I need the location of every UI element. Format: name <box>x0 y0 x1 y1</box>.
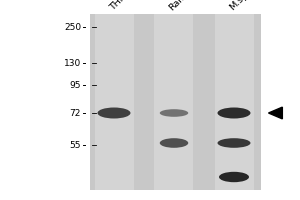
Ellipse shape <box>160 109 188 117</box>
Ellipse shape <box>218 108 250 118</box>
Text: Ramos: Ramos <box>168 0 197 12</box>
Polygon shape <box>268 107 282 119</box>
Ellipse shape <box>98 108 130 118</box>
Ellipse shape <box>160 138 188 148</box>
Text: 72: 72 <box>70 108 81 117</box>
Bar <box>154 14 194 190</box>
Bar <box>90 14 261 190</box>
Text: 55: 55 <box>70 140 81 149</box>
Text: M.spleen: M.spleen <box>228 0 264 12</box>
Text: 130: 130 <box>64 58 81 68</box>
Ellipse shape <box>218 138 250 148</box>
Bar <box>94 14 134 190</box>
Ellipse shape <box>219 172 249 182</box>
Text: 250: 250 <box>64 22 81 31</box>
Bar <box>214 14 254 190</box>
Text: 95: 95 <box>70 81 81 90</box>
Text: THP-1: THP-1 <box>108 0 134 12</box>
